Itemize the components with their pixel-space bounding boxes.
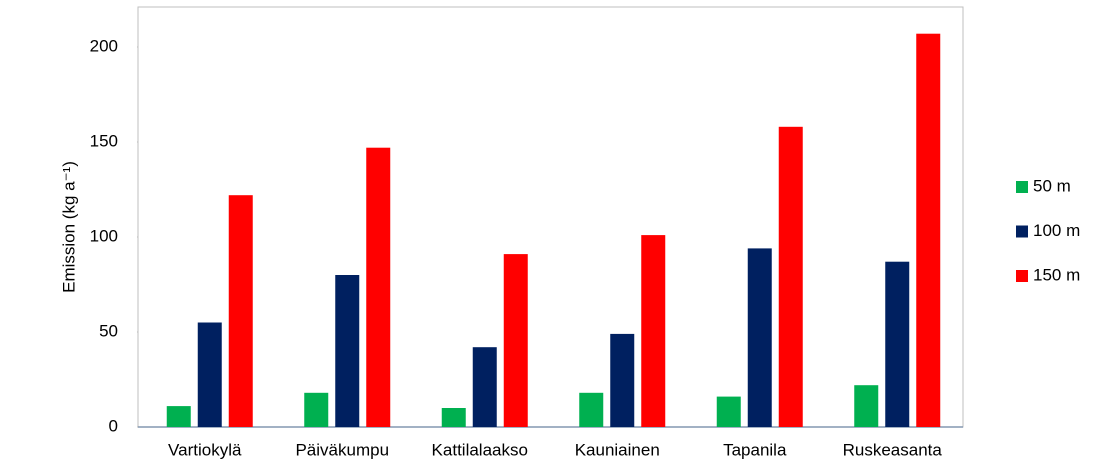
y-tick-label: 50 [99,321,118,340]
bar [579,392,604,427]
y-tick-label: 200 [90,36,118,55]
y-tick-label: 150 [90,131,118,150]
bar [472,347,497,427]
x-tick-label: Kattilalaakso [432,440,528,459]
y-tick-label: 0 [109,416,118,435]
legend-swatch [1016,270,1028,282]
bar [716,396,741,427]
legend-label: 50 m [1033,176,1071,195]
bar [641,235,666,427]
bar [335,275,360,427]
bar [854,385,879,427]
y-tick-label: 100 [90,226,118,245]
legend-swatch [1016,181,1028,193]
bar [366,147,391,427]
plot-frame [137,6,964,428]
bar [610,333,635,427]
legend-swatch [1016,225,1028,238]
bar [916,33,941,427]
x-tick-label: Ruskeasanta [843,440,943,459]
bar [441,408,466,427]
bar [166,406,191,427]
bar [778,126,803,428]
legend-label: 150 m [1033,265,1080,284]
x-tick-label: Päiväkumpu [295,440,389,459]
bar [503,254,528,427]
bar [304,392,329,427]
x-tick-label: Kauniainen [575,440,660,459]
bar [747,248,772,427]
y-axis-label: Emission (kg a⁻¹) [59,161,78,293]
legend-label: 100 m [1033,221,1080,240]
bar [228,195,253,427]
x-tick-label: Tapanila [723,440,787,459]
bar [885,261,910,427]
bar [197,322,222,427]
x-tick-label: Vartiokylä [168,440,242,459]
